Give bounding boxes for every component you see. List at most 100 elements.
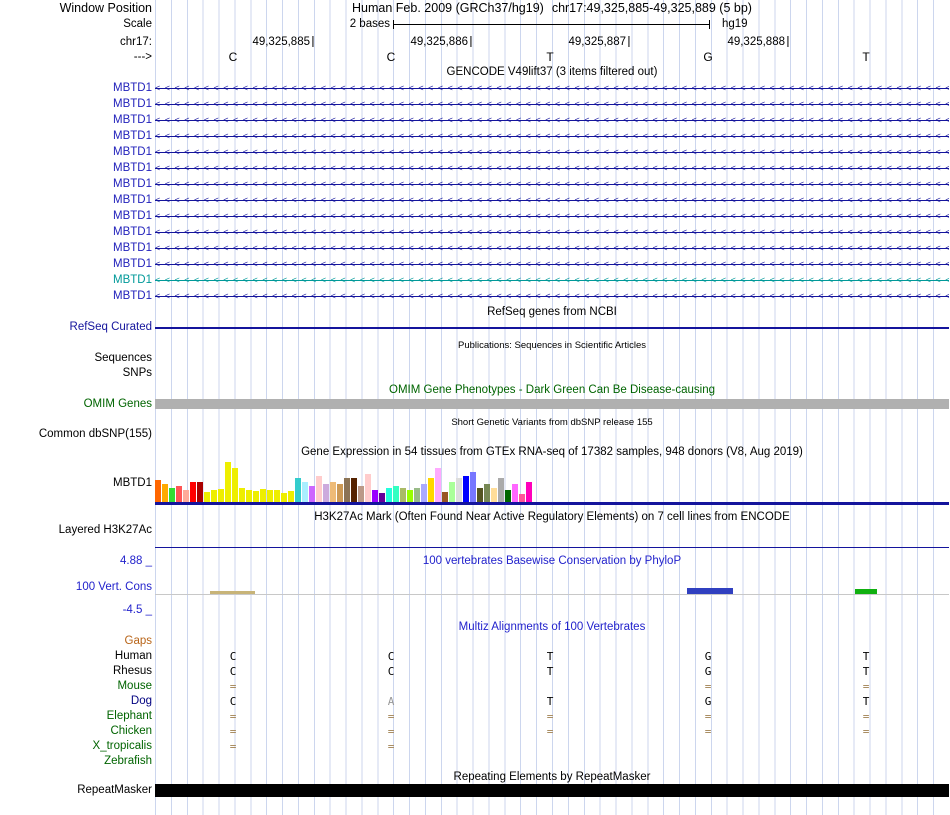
- publications-track-title[interactable]: Publications: Sequences in Scientific Ar…: [458, 340, 646, 351]
- gtex-track-title[interactable]: Gene Expression in 54 tissues from GTEx …: [301, 446, 803, 458]
- multiz-species-label[interactable]: Mouse: [117, 680, 152, 692]
- gtex-expression-bar[interactable]: [211, 490, 217, 502]
- gtex-expression-bar[interactable]: [169, 488, 175, 502]
- h3k27ac-label[interactable]: Layered H3K27Ac: [58, 524, 152, 536]
- gencode-transcript[interactable]: <<<<<<<<<<<<<<<<<<<<<<<<<<<<<<<<<<<<<<<<…: [155, 290, 949, 303]
- multiz-species-label[interactable]: Dog: [130, 695, 152, 707]
- gtex-expression-bar[interactable]: [456, 478, 462, 502]
- gtex-expression-bar[interactable]: [295, 478, 301, 502]
- gencode-transcript[interactable]: <<<<<<<<<<<<<<<<<<<<<<<<<<<<<<<<<<<<<<<<…: [155, 242, 949, 255]
- multiz-track-title[interactable]: Multiz Alignments of 100 Vertebrates: [458, 621, 646, 633]
- phylop-track-title[interactable]: 100 vertebrates Basewise Conservation by…: [422, 555, 682, 567]
- gencode-transcript-label[interactable]: MBTD1: [113, 210, 152, 222]
- gtex-expression-bar[interactable]: [526, 482, 532, 502]
- gencode-transcript[interactable]: <<<<<<<<<<<<<<<<<<<<<<<<<<<<<<<<<<<<<<<<…: [155, 194, 949, 207]
- multiz-species-label[interactable]: Zebrafish: [104, 755, 152, 767]
- multiz-species-label[interactable]: Chicken: [110, 725, 152, 737]
- repeatmasker-track-title[interactable]: Repeating Elements by RepeatMasker: [453, 771, 651, 783]
- multiz-species-label[interactable]: Gaps: [124, 635, 153, 647]
- gtex-expression-bar[interactable]: [393, 486, 399, 502]
- refseq-gene-line[interactable]: [155, 327, 949, 329]
- gencode-transcript-label[interactable]: MBTD1: [113, 194, 152, 206]
- gtex-expression-bar[interactable]: [288, 491, 294, 502]
- omim-genes-label[interactable]: OMIM Genes: [83, 398, 152, 410]
- gtex-expression-bar[interactable]: [519, 494, 525, 502]
- gtex-expression-bar[interactable]: [365, 474, 371, 502]
- phylop-track-label[interactable]: 100 Vert. Cons: [75, 581, 152, 593]
- gencode-transcript[interactable]: <<<<<<<<<<<<<<<<<<<<<<<<<<<<<<<<<<<<<<<<…: [155, 130, 949, 143]
- gencode-transcript[interactable]: <<<<<<<<<<<<<<<<<<<<<<<<<<<<<<<<<<<<<<<<…: [155, 98, 949, 111]
- dbsnp-label[interactable]: Common dbSNP(155): [38, 428, 152, 440]
- gtex-expression-bar[interactable]: [372, 490, 378, 502]
- gtex-expression-bar[interactable]: [232, 468, 238, 502]
- gtex-expression-bar[interactable]: [421, 484, 427, 502]
- gtex-expression-bar[interactable]: [498, 478, 504, 502]
- gtex-expression-bar[interactable]: [400, 488, 406, 502]
- gencode-transcript[interactable]: <<<<<<<<<<<<<<<<<<<<<<<<<<<<<<<<<<<<<<<<…: [155, 274, 949, 287]
- gencode-transcript-label[interactable]: MBTD1: [113, 258, 152, 270]
- gtex-expression-bar[interactable]: [253, 491, 259, 502]
- refseq-curated-label[interactable]: RefSeq Curated: [69, 321, 152, 333]
- gtex-expression-bar[interactable]: [281, 493, 287, 502]
- gencode-transcript-label[interactable]: MBTD1: [113, 98, 152, 110]
- gtex-expression-bar[interactable]: [267, 490, 273, 502]
- gtex-expression-bar[interactable]: [463, 476, 469, 502]
- gtex-gene-label[interactable]: MBTD1: [113, 477, 152, 489]
- gtex-expression-bar[interactable]: [428, 478, 434, 502]
- gencode-transcript-label[interactable]: MBTD1: [113, 146, 152, 158]
- publications-snps-label[interactable]: SNPs: [122, 367, 152, 379]
- gtex-expression-bar[interactable]: [204, 492, 210, 502]
- gencode-transcript-label[interactable]: MBTD1: [113, 82, 152, 94]
- gtex-expression-bar[interactable]: [407, 490, 413, 502]
- gtex-expression-bar[interactable]: [477, 488, 483, 502]
- gtex-expression-bar[interactable]: [386, 488, 392, 502]
- multiz-species-label[interactable]: X_tropicalis: [92, 740, 152, 752]
- gtex-expression-bar[interactable]: [491, 488, 497, 502]
- gtex-expression-bar[interactable]: [449, 482, 455, 502]
- gencode-transcript[interactable]: <<<<<<<<<<<<<<<<<<<<<<<<<<<<<<<<<<<<<<<<…: [155, 178, 949, 191]
- gencode-transcript-label[interactable]: MBTD1: [113, 290, 152, 302]
- publications-sequences-label[interactable]: Sequences: [94, 352, 152, 364]
- gencode-transcript[interactable]: <<<<<<<<<<<<<<<<<<<<<<<<<<<<<<<<<<<<<<<<…: [155, 258, 949, 271]
- gtex-expression-bar[interactable]: [155, 480, 161, 502]
- gtex-expression-bar[interactable]: [323, 484, 329, 502]
- gtex-expression-bar[interactable]: [351, 478, 357, 502]
- repeatmasker-label[interactable]: RepeatMasker: [77, 784, 152, 796]
- gtex-expression-bar[interactable]: [414, 488, 420, 502]
- gencode-transcript-label[interactable]: MBTD1: [113, 162, 152, 174]
- h3k27ac-track-title[interactable]: H3K27Ac Mark (Often Found Near Active Re…: [314, 511, 790, 523]
- gencode-transcript[interactable]: <<<<<<<<<<<<<<<<<<<<<<<<<<<<<<<<<<<<<<<<…: [155, 162, 949, 175]
- gtex-expression-bar[interactable]: [435, 468, 441, 502]
- gtex-expression-bar[interactable]: [330, 482, 336, 502]
- gtex-expression-bar[interactable]: [162, 484, 168, 502]
- repeatmasker-element-bar[interactable]: [155, 784, 949, 797]
- gtex-expression-bar[interactable]: [505, 490, 511, 502]
- gencode-transcript[interactable]: <<<<<<<<<<<<<<<<<<<<<<<<<<<<<<<<<<<<<<<<…: [155, 114, 949, 127]
- multiz-species-label[interactable]: Human: [114, 650, 152, 662]
- gtex-expression-bar[interactable]: [470, 472, 476, 502]
- gencode-track-title[interactable]: GENCODE V49lift37 (3 items filtered out): [446, 66, 658, 78]
- gtex-expression-bar[interactable]: [183, 490, 189, 502]
- refseq-track-title[interactable]: RefSeq genes from NCBI: [487, 306, 617, 318]
- omim-track-title[interactable]: OMIM Gene Phenotypes - Dark Green Can Be…: [389, 384, 715, 396]
- gtex-expression-bar[interactable]: [344, 478, 350, 502]
- gtex-expression-bar[interactable]: [484, 484, 490, 502]
- gencode-transcript-label[interactable]: MBTD1: [113, 178, 152, 190]
- gtex-expression-bar[interactable]: [176, 486, 182, 502]
- gtex-expression-bar[interactable]: [512, 484, 518, 502]
- gtex-expression-bar[interactable]: [190, 482, 196, 502]
- gtex-expression-bar[interactable]: [316, 476, 322, 502]
- gencode-transcript[interactable]: <<<<<<<<<<<<<<<<<<<<<<<<<<<<<<<<<<<<<<<<…: [155, 226, 949, 239]
- gencode-transcript-label[interactable]: MBTD1: [113, 226, 152, 238]
- gtex-expression-bar[interactable]: [337, 484, 343, 502]
- gencode-transcript[interactable]: <<<<<<<<<<<<<<<<<<<<<<<<<<<<<<<<<<<<<<<<…: [155, 146, 949, 159]
- gtex-expression-bar[interactable]: [358, 486, 364, 502]
- gtex-expression-bar[interactable]: [239, 488, 245, 502]
- gencode-transcript-label[interactable]: MBTD1: [113, 114, 152, 126]
- gtex-expression-bar[interactable]: [442, 492, 448, 502]
- gencode-transcript[interactable]: <<<<<<<<<<<<<<<<<<<<<<<<<<<<<<<<<<<<<<<<…: [155, 210, 949, 223]
- gencode-transcript-label[interactable]: MBTD1: [113, 274, 152, 286]
- gencode-transcript[interactable]: <<<<<<<<<<<<<<<<<<<<<<<<<<<<<<<<<<<<<<<<…: [155, 82, 949, 95]
- gtex-expression-bar[interactable]: [309, 486, 315, 502]
- gencode-transcript-label[interactable]: MBTD1: [113, 242, 152, 254]
